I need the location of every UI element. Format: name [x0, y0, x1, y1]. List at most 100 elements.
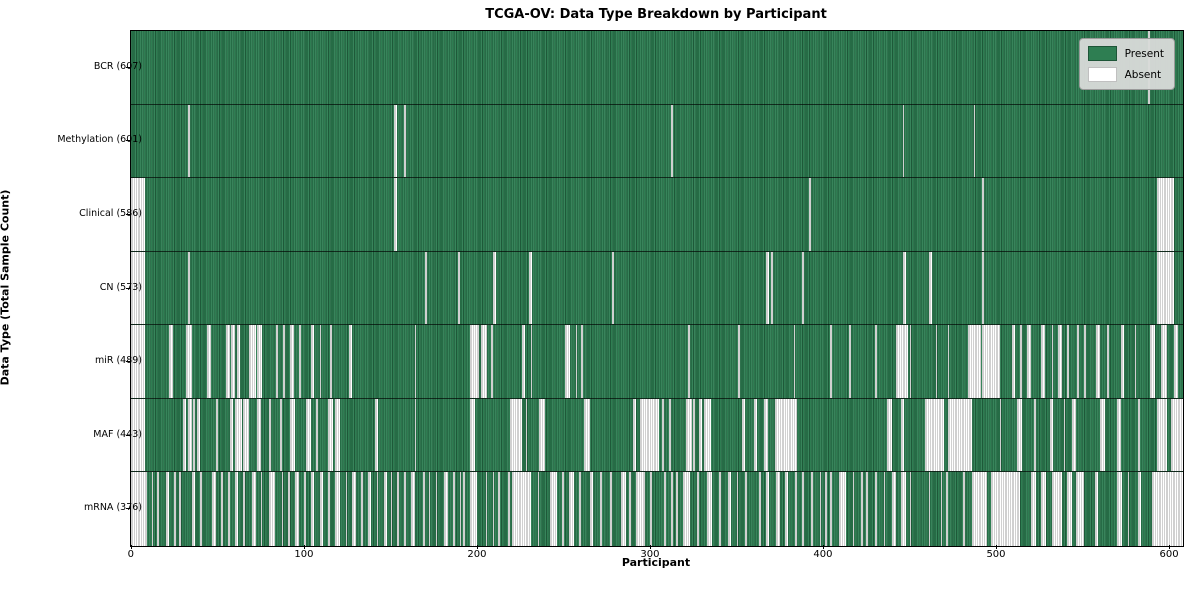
absent-stripe — [229, 398, 234, 472]
absent-stripe — [719, 472, 721, 546]
absent-stripe — [394, 178, 398, 251]
absent-stripe — [1170, 398, 1183, 472]
absent-stripe — [676, 472, 678, 546]
absent-stripe — [982, 325, 1000, 398]
absent-stripe — [345, 472, 348, 546]
absent-stripe — [310, 472, 315, 546]
absent-stripe — [528, 251, 533, 325]
absent-stripe — [1151, 472, 1183, 546]
absent-stripe — [900, 398, 905, 472]
y-tick-label: CN (573) — [99, 281, 142, 293]
absent-stripe — [151, 472, 154, 546]
absent-stripe — [766, 472, 770, 546]
absent-stripe — [584, 398, 590, 472]
y-tick-label: MAF (443) — [93, 428, 142, 440]
x-tick-label: 200 — [467, 549, 487, 560]
y-tick-label: mRNA (376) — [83, 502, 142, 514]
absent-stripe — [231, 325, 235, 398]
absent-stripe — [1160, 325, 1168, 398]
absent-stripe — [1174, 325, 1178, 398]
absent-stripe — [188, 104, 190, 178]
x-tick-label: 600 — [1159, 549, 1179, 560]
absent-stripe — [492, 251, 497, 325]
absent-stripe — [165, 472, 170, 546]
absent-stripe — [335, 398, 341, 472]
x-tick-mark — [822, 545, 824, 549]
absent-stripe — [852, 472, 855, 546]
absent-stripe — [1096, 325, 1100, 398]
absent-stripe — [861, 472, 863, 546]
absent-stripe — [982, 178, 984, 251]
absent-stripe — [575, 325, 578, 398]
absent-stripe — [620, 472, 626, 546]
heatmap-row-Clinical — [131, 178, 1183, 252]
absent-stripe — [838, 472, 846, 546]
absent-stripe — [525, 398, 528, 472]
absent-stripe — [947, 325, 950, 398]
y-tick-label: Methylation (601) — [57, 134, 142, 146]
absent-stripe — [276, 325, 279, 398]
absent-stripe — [698, 398, 702, 472]
y-tick-mark — [126, 287, 130, 289]
x-tick-mark — [649, 545, 651, 549]
absent-stripe — [295, 472, 299, 546]
absent-stripe — [568, 472, 574, 546]
absent-stripe — [793, 325, 796, 398]
absent-stripe — [260, 472, 263, 546]
absent-stripe — [281, 472, 284, 546]
absent-stripe — [1016, 398, 1023, 472]
present-swatch-icon — [1087, 46, 1117, 61]
absent-swatch-icon — [1087, 67, 1117, 82]
absent-stripe — [156, 472, 159, 546]
absent-stripe — [480, 325, 488, 398]
absent-stripe — [414, 398, 417, 472]
absent-stripe — [374, 398, 379, 472]
absent-stripe — [887, 398, 893, 472]
absent-stripe — [802, 251, 805, 325]
absent-stripe — [565, 325, 571, 398]
heatmap-row-Methylation — [131, 104, 1183, 179]
absent-stripe — [131, 178, 145, 251]
absent-stripe — [304, 472, 306, 546]
y-tick-mark — [126, 434, 130, 436]
absent-stripe — [1084, 325, 1087, 398]
absent-stripe — [703, 398, 711, 472]
y-tick-mark — [126, 140, 130, 142]
x-axis-label: Participant — [621, 556, 691, 569]
absent-stripe — [599, 472, 602, 546]
legend-entry-absent: Absent — [1087, 67, 1164, 82]
absent-stripe — [279, 398, 282, 472]
absent-stripe — [290, 325, 294, 398]
absent-stripe — [1134, 325, 1137, 398]
absent-stripe — [522, 325, 526, 398]
y-tick-label: BCR (607) — [93, 60, 142, 72]
absent-stripe — [335, 472, 341, 546]
heatmap-rows — [131, 31, 1183, 546]
heatmap-row-MAF — [131, 398, 1183, 473]
absent-stripe — [243, 398, 249, 472]
absent-stripe — [1011, 325, 1016, 398]
absent-stripe — [452, 472, 455, 546]
absent-stripe — [131, 325, 145, 398]
absent-stripe — [902, 104, 905, 178]
absent-stripe — [875, 472, 877, 546]
absent-stripe — [682, 472, 690, 546]
absent-stripe — [257, 325, 263, 398]
absent-stripe — [508, 472, 510, 546]
absent-stripe — [561, 472, 564, 546]
heatmap-row-CN — [131, 251, 1183, 326]
heatmap-row-mRNA — [131, 472, 1183, 546]
absent-stripe — [895, 325, 908, 398]
y-tick-label: miR (489) — [94, 355, 142, 367]
absent-stripe — [771, 251, 773, 325]
absent-stripe — [1020, 325, 1023, 398]
absent-stripe — [892, 472, 896, 546]
absent-stripe — [764, 398, 768, 472]
absent-stripe — [830, 325, 832, 398]
absent-stripe — [875, 325, 877, 398]
y-tick-mark — [126, 361, 130, 363]
heatmap-row-BCR — [131, 31, 1183, 105]
absent-stripe — [361, 472, 363, 546]
absent-stripe — [968, 325, 981, 398]
absent-stripe — [1051, 325, 1054, 398]
